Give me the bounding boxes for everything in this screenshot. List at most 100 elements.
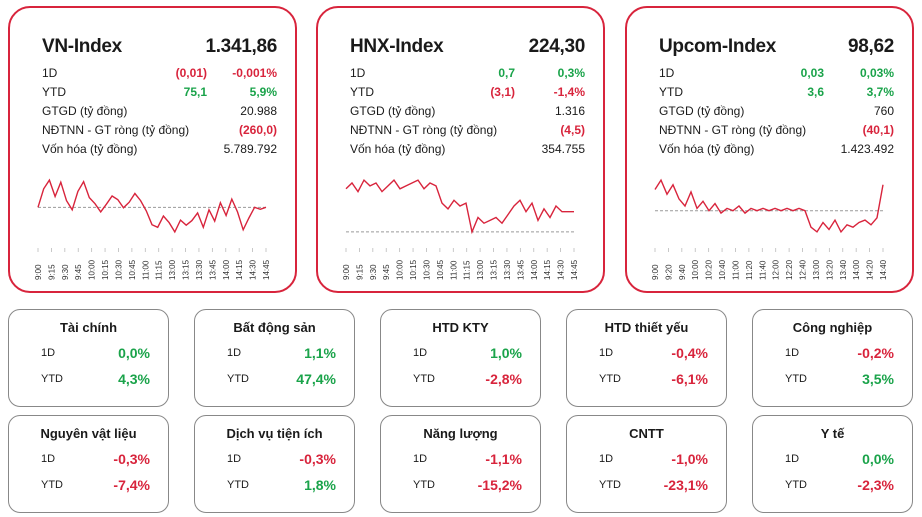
row-vonhoa: Vốn hóa (tỷ đồng) 5.789.792: [42, 142, 277, 160]
x-tick-label: 10:45: [436, 259, 445, 280]
row-gtgd: GTGD (tỷ đồng) 20.988: [42, 104, 277, 122]
sector-name: Tài chính: [59, 320, 118, 335]
x-tick-label: 10:00: [396, 259, 405, 280]
row-label: 1D: [599, 453, 614, 465]
change-1d: -1,0%: [671, 451, 708, 467]
x-tick-label: 10:30: [422, 259, 431, 280]
x-tick-label: 11:00: [449, 260, 458, 280]
sector-row-1d: 1D 1,0%: [413, 345, 522, 361]
row-value: 1.423.492: [840, 142, 894, 156]
row-ytd: YTD (3,1) -1,4%: [350, 85, 585, 103]
row-label: YTD: [785, 479, 807, 491]
x-tick-label: 11:00: [731, 260, 740, 280]
sector-row-ytd: YTD 4,3%: [41, 371, 150, 387]
sector-name: Bất động sản: [233, 320, 316, 335]
sector-name: HTD KTY: [432, 320, 489, 335]
sector-row-ytd: YTD 1,8%: [227, 477, 336, 493]
row-value: 354.755: [541, 142, 585, 156]
sector-row-ytd: YTD 3,5%: [785, 371, 894, 387]
sector-card: Y tế 1D 0,0% YTD -2,3%: [752, 415, 913, 513]
change-ytd: 1,8%: [304, 477, 336, 493]
row-label: Vốn hóa (tỷ đồng): [659, 142, 755, 156]
price-line: [37, 178, 267, 234]
change-1d: 1,1%: [304, 345, 336, 361]
index-card-upcomindex: Upcom-Index 98,62 1D 0,03 0,03% YTD 3,6 …: [625, 6, 914, 293]
row-label: YTD: [227, 373, 249, 385]
index-card-vnindex: VN-Index 1.341,86 1D (0,01) -0,001% YTD …: [8, 6, 297, 293]
row-value: 1.316: [554, 104, 585, 118]
row-label: YTD: [599, 479, 621, 491]
sector-row-ytd: YTD -7,4%: [41, 477, 150, 493]
sector-name: CNTT: [629, 426, 664, 441]
sector-name: Y tế: [820, 426, 845, 441]
index-title: VN-Index: [42, 36, 122, 57]
row-ndtnn: NĐTNN - GT ròng (tỷ đồng) (260,0): [42, 123, 277, 141]
change-percent: 0,03%: [859, 66, 894, 80]
change-1d: 1,0%: [490, 345, 522, 361]
change-points: (0,01): [175, 66, 207, 80]
row-vonhoa: Vốn hóa (tỷ đồng) 354.755: [350, 142, 585, 160]
sector-row-1d: 1D -0,4%: [599, 345, 708, 361]
sector-row-ytd: YTD 47,4%: [227, 371, 336, 387]
x-tick-label: 10:00: [691, 259, 700, 280]
change-percent: 0,3%: [557, 66, 585, 80]
change-ytd: -2,8%: [485, 371, 522, 387]
intraday-chart: 9:00 9:15 9:30 9:45 10:00 10:15 10:30 10:45 11:0…: [334, 168, 594, 286]
intraday-chart: 9:00 9:20 9:40 10:00 10:20 10:40 11:00 11:20 11:…: [643, 168, 903, 286]
x-tick-label: 14:30: [557, 259, 566, 280]
sector-row-ytd: YTD -6,1%: [599, 371, 708, 387]
row-label: YTD: [659, 85, 683, 99]
x-tick-label: 10:45: [128, 259, 137, 280]
row-label: 1D: [413, 453, 428, 465]
price-line: [654, 178, 884, 234]
change-points: 0,03: [800, 66, 824, 80]
row-1d: 1D 0,7 0,3%: [350, 66, 585, 84]
x-tick-label: 12:00: [772, 259, 781, 280]
sector-card: Năng lượng 1D -1,1% YTD -15,2%: [380, 415, 541, 513]
index-value: 1.341,86: [205, 36, 277, 57]
index-title: HNX-Index: [350, 36, 444, 57]
sector-name: Dịch vụ tiện ích: [226, 426, 323, 441]
row-1d: 1D (0,01) -0,001%: [42, 66, 277, 84]
row-label: YTD: [413, 479, 435, 491]
x-tick-label: 10:40: [718, 259, 727, 280]
row-label: 1D: [42, 66, 58, 80]
row-value: 5.789.792: [223, 142, 277, 156]
row-label: 1D: [413, 347, 428, 359]
x-tick-label: 11:00: [141, 260, 150, 280]
sector-card: HTD thiết yếu 1D -0,4% YTD -6,1%: [566, 309, 727, 407]
row-ytd: YTD 75,1 5,9%: [42, 85, 277, 103]
row-label: NĐTNN - GT ròng (tỷ đồng): [350, 123, 498, 137]
row-label: YTD: [41, 373, 63, 385]
chart-svg: 9:00 9:20 9:40 10:00 10:20 10:40 11:00 11:20 11:…: [651, 178, 888, 280]
row-label: YTD: [785, 373, 807, 385]
x-tick-label: 13:20: [825, 259, 834, 280]
row-label: YTD: [350, 85, 374, 99]
x-tick-label: 14:00: [530, 259, 539, 280]
change-ytd: -2,3%: [857, 477, 894, 493]
row-value: (260,0): [238, 123, 277, 137]
x-tick-label: 13:00: [168, 259, 177, 280]
row-label: 1D: [785, 453, 800, 465]
change-1d: -0,2%: [857, 345, 894, 361]
sector-card: Công nghiệp 1D -0,2% YTD 3,5%: [752, 309, 913, 407]
index-value: 98,62: [847, 36, 894, 57]
x-tick-label: 13:15: [490, 259, 499, 280]
x-tick-label: 10:30: [114, 259, 123, 280]
change-ytd: 47,4%: [296, 371, 336, 387]
sector-row-1d: 1D -0,3%: [41, 451, 150, 467]
index-title: Upcom-Index: [659, 36, 777, 57]
x-tick-label: 9:40: [678, 264, 687, 280]
row-label: YTD: [42, 85, 66, 99]
change-1d: -0,3%: [299, 451, 336, 467]
row-value: 760: [873, 104, 894, 118]
sector-card: Bất động sản 1D 1,1% YTD 47,4%: [194, 309, 355, 407]
sector-row-ytd: YTD -15,2%: [413, 477, 522, 493]
row-gtgd: GTGD (tỷ đồng) 760: [659, 104, 894, 122]
x-tick-label: 13:40: [839, 259, 848, 280]
row-label: Vốn hóa (tỷ đồng): [42, 142, 138, 156]
sector-card: HTD KTY 1D 1,0% YTD -2,8%: [380, 309, 541, 407]
chart-svg: 9:00 9:15 9:30 9:45 10:00 10:15 10:30 10:45 11:0…: [342, 178, 579, 280]
x-tick-label: 9:45: [382, 264, 391, 280]
change-percent: 3,7%: [866, 85, 894, 99]
